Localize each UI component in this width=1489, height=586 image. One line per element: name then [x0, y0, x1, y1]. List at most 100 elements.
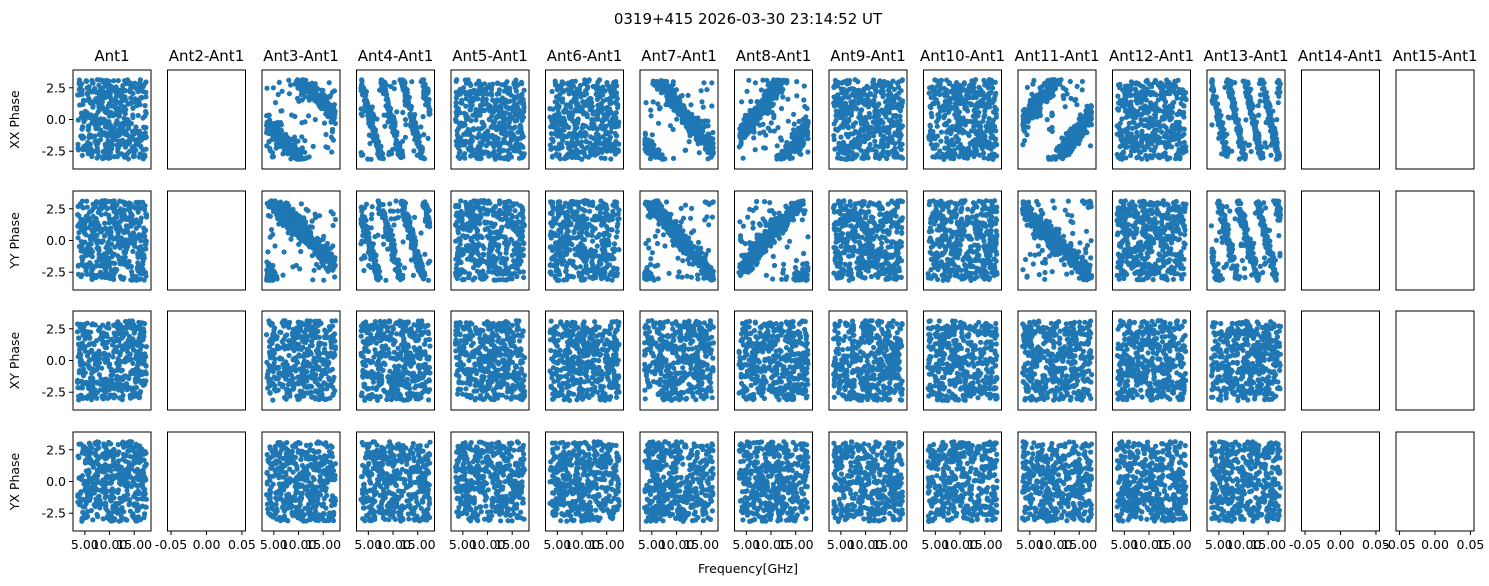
data-point [401, 87, 406, 92]
data-point [468, 89, 473, 94]
data-point [403, 122, 408, 127]
data-point [1129, 136, 1134, 141]
data-point [324, 100, 329, 105]
data-point [463, 77, 468, 82]
data-point [942, 113, 947, 118]
data-point [563, 106, 568, 111]
data-point [327, 80, 332, 85]
data-point [945, 107, 950, 112]
data-point [96, 109, 101, 114]
data-point [550, 154, 555, 159]
data-point [409, 116, 414, 121]
data-point [1139, 140, 1144, 145]
column-title-10: Ant11-Ant1 [1014, 47, 1099, 65]
data-point [613, 150, 618, 155]
data-point [549, 131, 554, 136]
data-point [699, 88, 704, 93]
data-point [279, 108, 284, 113]
data-point [1085, 122, 1090, 127]
data-point [699, 99, 704, 104]
data-point [568, 100, 573, 105]
data-point [553, 80, 558, 85]
column-title-0: Ant1 [94, 47, 129, 65]
data-point [462, 142, 467, 147]
data-point [710, 136, 715, 141]
data-point [758, 104, 763, 109]
data-point [796, 149, 801, 154]
data-point [1124, 115, 1129, 120]
column-title-5: Ant6-Ant1 [547, 47, 622, 65]
data-point [957, 110, 962, 115]
data-point [391, 119, 396, 124]
data-point [510, 105, 515, 110]
data-point [993, 136, 998, 141]
data-point [136, 89, 141, 94]
data-point [404, 100, 409, 105]
data-point [885, 103, 890, 108]
data-point [384, 82, 389, 87]
data-point [497, 155, 502, 160]
data-point [464, 117, 469, 122]
data-point [101, 80, 106, 85]
data-point [898, 142, 903, 147]
data-point [938, 139, 943, 144]
data-point [580, 123, 585, 128]
data-point [491, 144, 496, 149]
data-point [1178, 126, 1183, 131]
data-point [1145, 133, 1150, 138]
data-point [853, 129, 858, 134]
data-point [574, 147, 579, 152]
data-point [1162, 109, 1167, 114]
data-point [803, 121, 808, 126]
data-point [892, 95, 897, 100]
data-point [648, 108, 653, 113]
data-point [981, 92, 986, 97]
data-point [1149, 90, 1154, 95]
data-point [979, 98, 984, 103]
data-point [647, 138, 652, 143]
data-point [1136, 123, 1141, 128]
data-point [878, 132, 883, 137]
data-point [397, 77, 402, 82]
data-point [967, 152, 972, 157]
data-point [977, 153, 982, 158]
data-point [564, 141, 569, 146]
data-point [763, 133, 768, 138]
data-point [1149, 120, 1154, 125]
data-point [495, 80, 500, 85]
data-point [474, 81, 479, 86]
data-point [859, 122, 864, 127]
data-point [1147, 139, 1152, 144]
data-point [287, 142, 292, 147]
data-point [365, 156, 370, 161]
data-point [466, 127, 471, 132]
data-point [1042, 92, 1047, 97]
data-point [616, 119, 621, 124]
data-point [136, 131, 141, 136]
data-point [684, 114, 689, 119]
data-point [1152, 112, 1157, 117]
data-point [80, 136, 85, 141]
data-point [933, 136, 938, 141]
data-point [561, 128, 566, 133]
data-point [418, 124, 423, 129]
data-point [869, 125, 874, 130]
data-point [794, 130, 799, 135]
data-point [477, 113, 482, 118]
data-point [1050, 112, 1055, 117]
data-point [565, 133, 570, 138]
data-point [583, 130, 588, 135]
data-point [1029, 109, 1034, 114]
data-point [522, 151, 527, 156]
data-point [1025, 85, 1030, 90]
data-point [331, 119, 336, 124]
data-point [1173, 90, 1178, 95]
data-point [785, 97, 790, 102]
data-point [928, 104, 933, 109]
data-point [784, 78, 789, 83]
data-point [937, 154, 942, 159]
data-point [944, 135, 949, 140]
data-point [330, 106, 335, 111]
data-point [962, 129, 967, 134]
data-point [984, 128, 989, 133]
